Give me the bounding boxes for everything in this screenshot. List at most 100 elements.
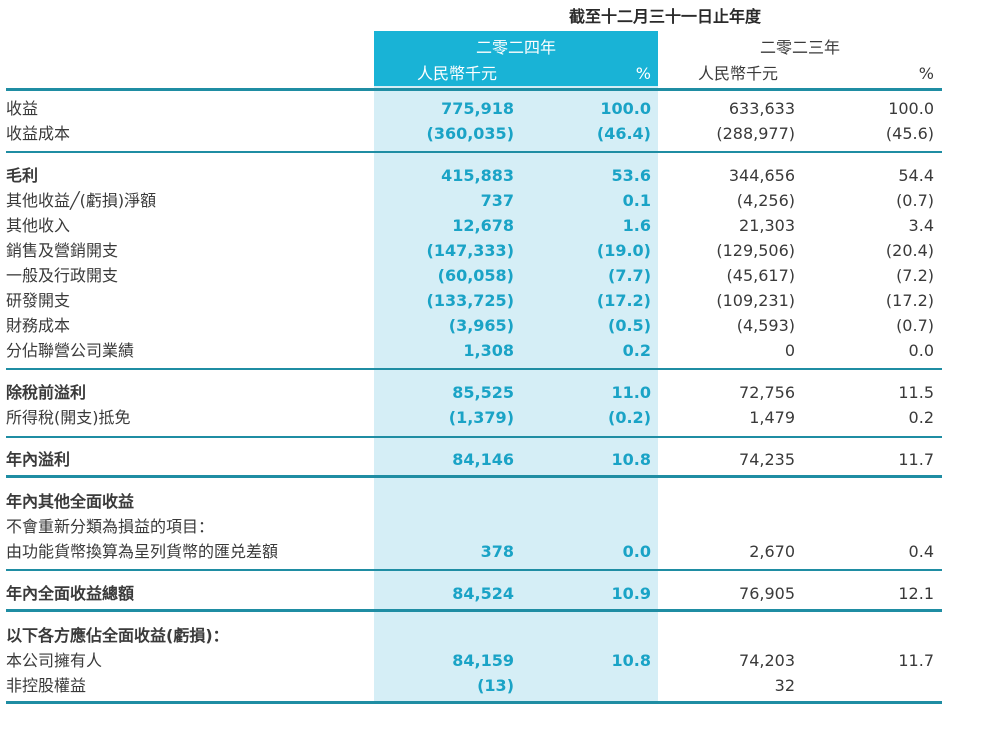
cell-2024-amount: 737 — [480, 191, 514, 210]
section-divider-thick — [6, 609, 942, 612]
cell-2023-amount: 74,235 — [739, 450, 795, 469]
cell-2023-pct: 3.4 — [908, 216, 934, 235]
cell-2024-amount: 84,524 — [452, 584, 514, 603]
row-label: 非控股權益 — [6, 676, 87, 695]
cell-2024-amount: 415,883 — [441, 166, 514, 185]
cell-2023-amount: 0 — [784, 341, 795, 360]
cell-2023-amount: (109,231) — [716, 291, 795, 310]
cell-2024-amount: 378 — [480, 542, 514, 561]
year-2024-heading: 二零二四年 — [475, 38, 556, 57]
cell-2023-amount: (288,977) — [716, 124, 795, 143]
cell-2023-pct: 11.7 — [898, 651, 934, 670]
cell-2023-pct: 11.7 — [898, 450, 934, 469]
cell-2024-pct: 0.0 — [622, 542, 651, 561]
cell-2023-amount: (4,256) — [736, 191, 795, 210]
period-heading: 截至十二月三十一日止年度 — [568, 7, 761, 26]
pct-2023: % — [918, 64, 934, 83]
cell-2024-pct: (17.2) — [596, 291, 651, 310]
row-label: 其他收益╱(虧損)淨額 — [6, 191, 157, 210]
cell-2023-pct: (45.6) — [885, 124, 934, 143]
cell-2023-pct: 54.4 — [898, 166, 934, 185]
cell-2023-amount: 344,656 — [728, 166, 795, 185]
cell-2024-pct: (19.0) — [596, 241, 651, 260]
cell-2023-pct: 0.4 — [908, 542, 934, 561]
row-label: 以下各方應佔全面收益(虧損)： — [6, 626, 229, 645]
cell-2023-amount: (4,593) — [736, 316, 795, 335]
cell-2024-pct: 11.0 — [611, 383, 651, 402]
cell-2023-pct: 0.2 — [908, 408, 934, 427]
cell-2023-amount: 72,756 — [739, 383, 795, 402]
row-label: 研發開支 — [6, 291, 71, 310]
row-label: 分佔聯營公司業績 — [6, 341, 135, 360]
cell-2024-amount: (133,725) — [426, 291, 515, 310]
cell-2024-pct: 0.2 — [622, 341, 651, 360]
section-divider — [6, 368, 942, 370]
pct-2024: % — [635, 64, 651, 83]
cell-2024-amount: (3,965) — [448, 316, 514, 335]
section-divider — [6, 151, 942, 153]
cell-2024-amount: (147,333) — [426, 241, 515, 260]
row-label: 財務成本 — [6, 316, 71, 335]
cell-2023-pct: (20.4) — [885, 241, 934, 260]
cell-2023-amount: 21,303 — [739, 216, 795, 235]
cell-2023-pct: (0.7) — [896, 191, 934, 210]
cell-2024-pct: (0.5) — [608, 316, 651, 335]
cell-2023-pct: 100.0 — [888, 99, 934, 118]
cell-2024-amount: (13) — [477, 676, 514, 695]
row-label: 年內全面收益總額 — [6, 584, 135, 603]
fy2024-header-band — [374, 31, 658, 86]
row-label: 收益成本 — [6, 124, 71, 143]
row-label: 年內溢利 — [6, 450, 71, 469]
cell-2023-amount: (45,617) — [726, 266, 795, 285]
unit-2023: 人民幣千元 — [698, 64, 779, 83]
cell-2023-amount: 32 — [774, 676, 795, 695]
row-label: 除稅前溢利 — [6, 383, 87, 402]
cell-2023-pct: (7.2) — [896, 266, 934, 285]
cell-2024-pct: (0.2) — [608, 408, 651, 427]
row-label: 毛利 — [6, 166, 39, 185]
cell-2024-pct: (46.4) — [596, 124, 651, 143]
cell-2024-amount: 84,159 — [452, 651, 514, 670]
cell-2023-pct: (17.2) — [885, 291, 934, 310]
cell-2023-pct: 0.0 — [908, 341, 934, 360]
cell-2024-pct: 1.6 — [622, 216, 651, 235]
section-divider — [6, 569, 942, 571]
year-2023-heading: 二零二三年 — [759, 38, 840, 57]
cell-2024-pct: 10.9 — [611, 584, 651, 603]
cell-2024-amount: 84,146 — [452, 450, 514, 469]
fy2024-column-highlight — [374, 32, 658, 702]
cell-2024-amount: (1,379) — [448, 408, 514, 427]
row-label: 所得稅(開支)抵免 — [6, 408, 131, 427]
section-divider-thick — [6, 475, 942, 478]
cell-2024-amount: (60,058) — [437, 266, 514, 285]
cell-2023-pct: 11.5 — [898, 383, 934, 402]
row-label: 銷售及營銷開支 — [6, 241, 119, 260]
cell-2024-amount: 12,678 — [452, 216, 514, 235]
cell-2024-pct: 0.1 — [622, 191, 651, 210]
cell-2023-amount: 633,633 — [728, 99, 795, 118]
unit-2024: 人民幣千元 — [417, 64, 498, 83]
row-label: 收益 — [6, 99, 39, 118]
cell-2024-amount: (360,035) — [426, 124, 515, 143]
section-divider — [6, 436, 942, 438]
cell-2024-amount: 1,308 — [463, 341, 514, 360]
cell-2024-pct: 10.8 — [611, 651, 651, 670]
cell-2024-pct: 53.6 — [611, 166, 651, 185]
cell-2023-amount: 74,203 — [739, 651, 795, 670]
cell-2023-pct: (0.7) — [896, 316, 934, 335]
row-label: 一般及行政開支 — [6, 266, 119, 285]
row-label: 由功能貨幣換算為呈列貨幣的匯兑差額 — [6, 542, 279, 561]
row-label: 不會重新分類為損益的項目： — [6, 517, 215, 536]
cell-2023-amount: 76,905 — [739, 584, 795, 603]
cell-2023-amount: 2,670 — [749, 542, 795, 561]
cell-2023-pct: 12.1 — [898, 584, 934, 603]
row-label: 其他收入 — [6, 216, 71, 235]
row-label: 本公司擁有人 — [6, 651, 103, 670]
cell-2023-amount: (129,506) — [716, 241, 795, 260]
cell-2024-pct: 100.0 — [600, 99, 651, 118]
cell-2023-amount: 1,479 — [749, 408, 795, 427]
cell-2024-amount: 85,525 — [452, 383, 514, 402]
cell-2024-pct: (7.7) — [608, 266, 651, 285]
cell-2024-pct: 10.8 — [611, 450, 651, 469]
header-rule — [6, 88, 942, 91]
